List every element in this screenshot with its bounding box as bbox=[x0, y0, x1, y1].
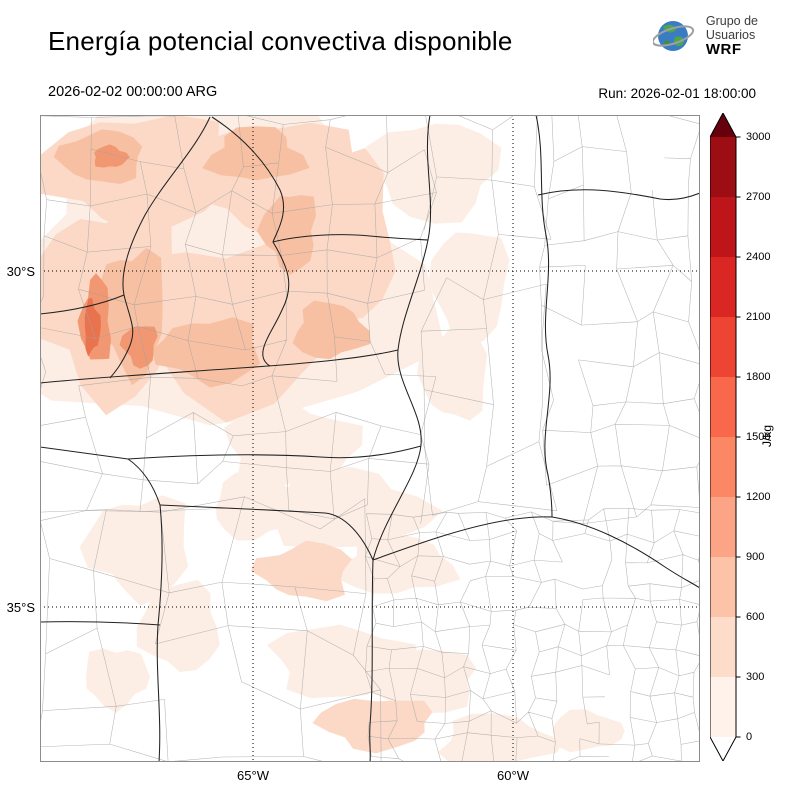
wrf-logo: Grupo de Usuarios WRF bbox=[652, 14, 758, 59]
lon-tick-60w: 60°W bbox=[497, 768, 529, 783]
colorbar: J/kg 0 300 600 900 1200 1500 1800 2100 2400 2700 3… bbox=[710, 113, 800, 761]
lat-tick-30s: 30°S bbox=[6, 264, 35, 279]
map-plot-svg bbox=[40, 115, 700, 762]
colorbar-tick-label: 2700 bbox=[746, 191, 771, 203]
colorbar-tick-label: 1200 bbox=[746, 491, 771, 503]
colorbar-tick-label: 3000 bbox=[746, 131, 771, 143]
colorbar-tick-label: 1500 bbox=[746, 431, 771, 443]
colorbar-tick-label: 0 bbox=[746, 731, 753, 743]
colorbar-tick-label: 1800 bbox=[746, 371, 771, 383]
map-canvas bbox=[40, 115, 700, 762]
logo-text: Grupo de Usuarios WRF bbox=[706, 14, 758, 59]
colorbar-tick-label: 2100 bbox=[746, 311, 771, 323]
run-time-label: Run: 2026-02-01 18:00:00 bbox=[598, 86, 756, 101]
colorbar-scale bbox=[710, 113, 741, 761]
lon-tick-65w: 65°W bbox=[237, 768, 269, 783]
department-boundaries bbox=[40, 115, 700, 762]
colorbar-tick-label: 600 bbox=[746, 611, 765, 623]
logo-wrf: WRF bbox=[705, 41, 742, 58]
cape-shading-layer bbox=[40, 115, 625, 762]
globe-icon bbox=[652, 21, 694, 52]
colorbar-tick-label: 2400 bbox=[746, 251, 771, 263]
page-title: Energía potencial convectiva disponible bbox=[48, 26, 513, 56]
logo-org-line1: Grupo de bbox=[705, 14, 758, 28]
province-boundaries bbox=[40, 115, 700, 762]
colorbar-tick-label: 900 bbox=[746, 551, 765, 563]
valid-time-label: 2026-02-02 00:00:00 ARG bbox=[48, 84, 218, 100]
colorbar-tick-label: 300 bbox=[746, 671, 765, 683]
map-border bbox=[40, 115, 700, 762]
logo-org-line2: Usuarios bbox=[705, 28, 756, 42]
lat-tick-35s: 35°S bbox=[6, 600, 35, 615]
